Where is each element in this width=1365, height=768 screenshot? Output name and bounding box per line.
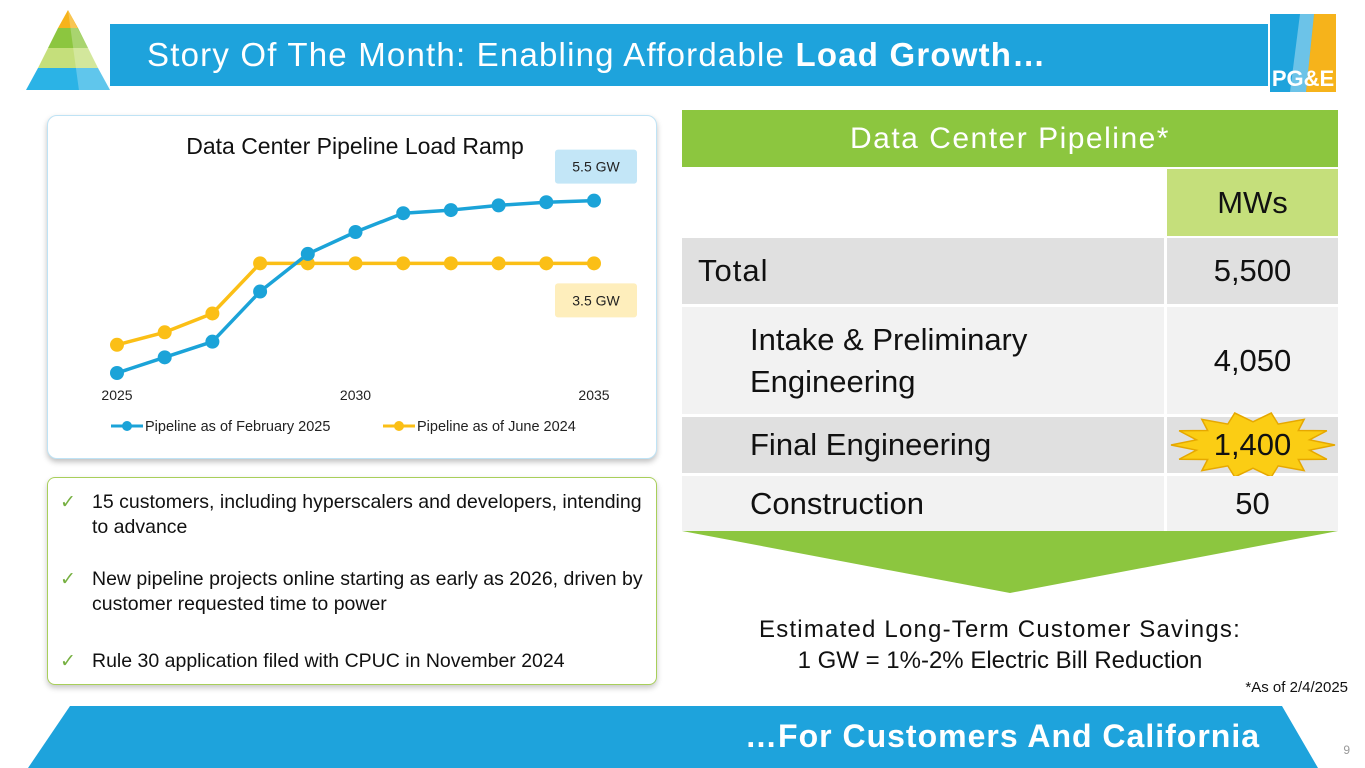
highlight-text: Rule 30 application filed with CPUC in N…: [92, 650, 565, 672]
data-point: [396, 256, 411, 271]
data-point: [253, 256, 268, 271]
data-point: [253, 284, 268, 299]
down-arrow-icon: [682, 531, 1338, 593]
data-point: [587, 193, 601, 208]
callout-text: 5.5 GW: [572, 159, 620, 175]
table-title: Data Center Pipeline*: [682, 110, 1338, 167]
footer-banner: [28, 706, 1318, 768]
legend-item: Pipeline as of June 2024: [383, 419, 576, 435]
data-point: [491, 256, 506, 271]
row-label-total: Total: [682, 238, 1164, 304]
gw-callout: 5.5 GW: [555, 149, 637, 184]
page-number: 9: [1343, 743, 1350, 757]
savings-note: Estimated Long-Term Customer Savings: 1 …: [700, 614, 1300, 676]
callout-text: 3.5 GW: [572, 292, 620, 308]
title-bar: [110, 24, 1268, 86]
load-ramp-chart: Data Center Pipeline Load Ramp 2025 2030 2…: [101, 133, 637, 435]
legend-label: Pipeline as of June 2024: [417, 419, 576, 435]
legend-marker: [394, 421, 404, 431]
check-icon: ✓: [60, 569, 76, 590]
data-point: [157, 350, 172, 365]
x-tick-label: 2030: [340, 387, 371, 403]
x-tick-label: 2025: [101, 387, 132, 403]
chart-title: Data Center Pipeline Load Ramp: [186, 133, 524, 159]
savings-line2: 1 GW = 1%-2% Electric Bill Reduction: [797, 647, 1203, 674]
data-point: [443, 203, 458, 218]
legend-marker: [122, 421, 132, 431]
highlights-card: ✓ 15 customers, including hyperscalers a…: [47, 477, 657, 685]
data-point: [587, 256, 601, 271]
data-point: [539, 256, 554, 271]
row-value-total: 5,500: [1167, 238, 1338, 304]
data-point: [205, 334, 220, 349]
x-tick-label: 2035: [578, 387, 609, 403]
callout-box: [555, 149, 637, 184]
data-point: [110, 366, 124, 380]
data-point: [300, 246, 315, 261]
highlight-text: New pipeline projects online starting as…: [92, 568, 643, 615]
footer-text: …For Customers And California: [745, 718, 1260, 754]
footnote: *As of 2/4/2025: [1245, 679, 1348, 696]
series-line: [116, 261, 594, 347]
gw-callout: 3.5 GW: [555, 283, 637, 318]
column-header-mws: MWs: [1167, 169, 1338, 236]
row-value-construction: 50: [1167, 476, 1338, 531]
highlight-text: 15 customers, including hyperscalers and…: [92, 491, 642, 538]
svg-text:PG&E: PG&E: [1272, 66, 1334, 91]
data-point: [348, 225, 363, 239]
row-label-final-engineering: Final Engineering: [682, 417, 1164, 473]
pyramid-icon: [26, 10, 110, 98]
check-icon: ✓: [60, 651, 76, 672]
row-value-final-engineering: 1,400: [1213, 427, 1292, 462]
data-point: [205, 306, 220, 321]
data-point: [110, 337, 124, 352]
data-point: [443, 256, 458, 271]
legend-item: Pipeline as of February 2025: [111, 419, 330, 435]
row-label-construction: Construction: [682, 476, 1164, 531]
series-1: [110, 256, 601, 352]
legend-label: Pipeline as of February 2025: [145, 419, 330, 435]
table-empty-header: [682, 169, 1164, 236]
callout-box: [555, 283, 637, 318]
row-value-intake: 4,050: [1167, 307, 1338, 414]
data-point: [157, 325, 172, 340]
savings-line1: Estimated Long-Term Customer Savings:: [759, 616, 1241, 643]
row-label-intake: Intake & Preliminary Engineering: [682, 307, 1164, 414]
page-title: Story Of The Month: Enabling Affordable …: [147, 36, 1047, 73]
series-0: [110, 193, 601, 380]
pge-logo: PG&E: [1270, 14, 1336, 92]
starburst-icon: [1170, 412, 1336, 478]
data-point: [396, 206, 411, 221]
data-point: [539, 195, 554, 210]
check-icon: ✓: [60, 492, 76, 513]
data-point: [491, 198, 506, 213]
row-value-final-engineering-cell: 1,400: [1167, 412, 1338, 478]
data-point: [348, 256, 363, 271]
